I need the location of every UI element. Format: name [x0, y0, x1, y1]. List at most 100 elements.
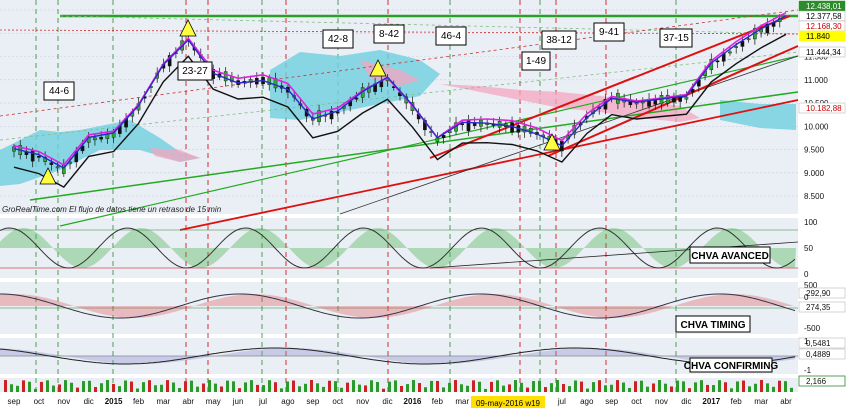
- volume-bar: [322, 386, 325, 392]
- annotation-37-15: 37-15: [663, 33, 689, 44]
- volume-bar: [268, 380, 271, 392]
- volume-bar: [412, 380, 415, 392]
- month-label: dic: [84, 397, 94, 406]
- volume-bar: [352, 380, 355, 392]
- volume-bar: [640, 380, 643, 392]
- trend-line: [29, 91, 799, 201]
- volume-bar: [244, 382, 247, 392]
- trend-line: [0, 51, 799, 141]
- month-label: nov: [57, 397, 70, 406]
- volume-bar: [586, 388, 589, 392]
- volume-bar: [376, 382, 379, 392]
- confirming-tag-1: 0,5481: [806, 339, 831, 348]
- volume-bar: [70, 382, 73, 392]
- volume-bar: [340, 387, 343, 392]
- candle-body: [329, 110, 334, 120]
- volume-bar: [262, 385, 265, 392]
- volume-bar: [178, 387, 181, 392]
- month-label: oct: [34, 397, 45, 406]
- volume-bar: [190, 380, 193, 392]
- volume-bar: [598, 380, 601, 392]
- volume-bar: [454, 380, 457, 392]
- volume-bar: [760, 380, 763, 392]
- month-label: nov: [356, 397, 369, 406]
- month-label: feb: [133, 397, 145, 406]
- price-tag-box: [798, 102, 846, 114]
- volume-bar: [664, 383, 667, 392]
- volume-bar: [118, 386, 121, 392]
- volume-bar: [106, 380, 109, 392]
- month-label: nov: [655, 397, 668, 406]
- volume-bar: [418, 383, 421, 392]
- volume-bar: [568, 386, 571, 392]
- volume-bar: [538, 380, 541, 392]
- confirming-tick-1: 1: [804, 337, 809, 346]
- volume-bar: [286, 381, 289, 392]
- triangle-marker: [543, 133, 561, 151]
- volume-bar: [574, 380, 577, 392]
- candle-body: [528, 128, 533, 134]
- price-tag: 10.182,88: [806, 104, 842, 113]
- price-tick-label: 9.000: [804, 169, 825, 178]
- volume-bar: [166, 380, 169, 392]
- candle-body: [734, 46, 738, 48]
- volume-bar: [772, 386, 775, 392]
- volume-bar: [688, 388, 691, 392]
- volume-bar: [304, 383, 307, 392]
- volume-bar: [496, 380, 499, 392]
- volume-bar: [736, 381, 739, 392]
- volume-bar: [76, 387, 79, 392]
- price-tag-box: [798, 30, 846, 42]
- candle-body: [441, 135, 446, 138]
- triangle-marker: [179, 19, 197, 37]
- volume-bar: [790, 387, 793, 392]
- volume-bar: [748, 386, 751, 392]
- volume-bar: [436, 380, 439, 392]
- volume-bar: [430, 380, 433, 392]
- month-label: feb: [432, 397, 444, 406]
- volume-bar: [448, 382, 451, 392]
- annotation-8-42: 8-42: [379, 29, 399, 40]
- volume-bar: [4, 380, 7, 392]
- volume-bar: [226, 380, 229, 392]
- panel-label-timing: CHVA TIMING: [681, 320, 746, 331]
- month-label: sep: [306, 397, 319, 406]
- timing-tick-0: 0: [804, 293, 809, 302]
- price-tag: 12.168,30: [806, 22, 842, 31]
- volume-bar: [544, 387, 547, 392]
- month-label: 2016: [404, 397, 422, 406]
- candle-body: [510, 122, 514, 133]
- month-label: jul: [557, 397, 566, 406]
- indicator-axes: 100 50 0 500 292,90 0 274,35 -500 0,5481…: [798, 218, 846, 387]
- volume-bar: [370, 380, 373, 392]
- price-tick-label: 11.000: [804, 76, 828, 85]
- volume-bar: [112, 383, 115, 392]
- volume-bar: [514, 380, 517, 392]
- volume-bar: [10, 384, 13, 392]
- volume-bar: [208, 380, 211, 392]
- volume-bar: [472, 380, 475, 392]
- month-label: sep: [605, 397, 618, 406]
- candle-body: [267, 77, 272, 85]
- price-tag: 12.377,58: [806, 12, 842, 21]
- candle-body: [335, 111, 340, 114]
- volume-bar: [310, 380, 313, 392]
- volume-bar: [550, 383, 553, 392]
- timing-tag-1: 292,90: [806, 289, 831, 298]
- month-label: abr: [780, 397, 792, 406]
- candle-body: [634, 102, 639, 105]
- volume-bar: [658, 380, 661, 392]
- timing-tick-neg500: -500: [804, 324, 821, 333]
- volume-bar: [34, 388, 37, 392]
- month-label: oct: [332, 397, 343, 406]
- volume-bar: [358, 384, 361, 392]
- watermark-text: GroRealTime.com El flujo de datos tiene …: [2, 205, 222, 214]
- month-label: may: [206, 397, 221, 406]
- ma-black: [13, 33, 787, 188]
- volume-bar: [280, 388, 283, 392]
- price-tag: 11.840: [806, 32, 830, 41]
- volume-bar: [616, 380, 619, 392]
- annotation-boxes: 44-6 23-27 42-8 8-42 46-4 1-49 38-12 9-4…: [43, 22, 693, 101]
- volume-bars: [4, 380, 793, 392]
